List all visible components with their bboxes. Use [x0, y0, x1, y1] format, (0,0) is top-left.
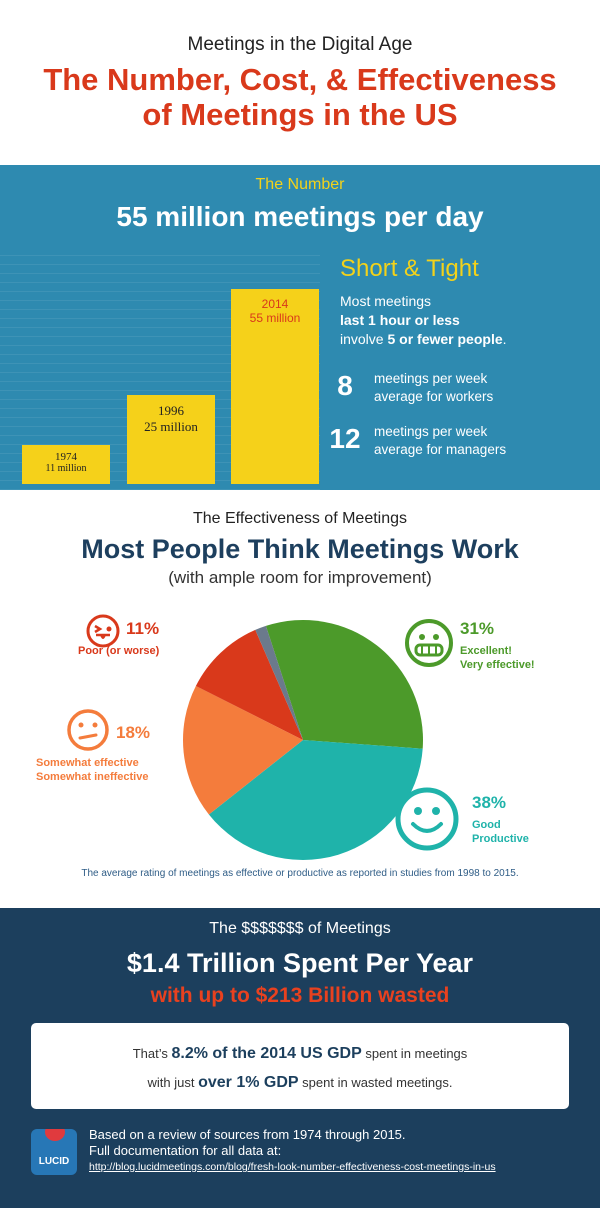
stat-line-1: meetings per week	[374, 371, 488, 386]
callout-line-2: Very effective!	[460, 659, 535, 671]
callout-line-2: Productive	[472, 833, 529, 845]
effectiveness-title: Most People Think Meetings Work	[81, 534, 519, 564]
gdp-line-2: with just over 1% GDP spent in wasted me…	[31, 1074, 569, 1092]
header-kicker: Meetings in the Digital Age	[187, 34, 413, 55]
stat-number: 12	[329, 423, 361, 454]
callout-pct: 11%	[126, 619, 160, 638]
stat-line-2: average for managers	[374, 442, 507, 457]
effectiveness-kicker: The Effectiveness of Meetings	[192, 510, 408, 527]
short-line-1: Most meetings	[340, 293, 432, 309]
short-line-3b: 5 or fewer people	[387, 331, 503, 347]
pie-slice-4	[255, 625, 303, 740]
bar-value-label: 11 million	[45, 463, 87, 474]
number-label: The Number	[255, 176, 345, 193]
gdp-line-1c: spent in meetings	[361, 1046, 468, 1061]
gdp-box: That’s 8.2% of the 2014 US GDP spent in …	[31, 1023, 569, 1109]
page-title: The Number, Cost, & Effectiveness of Mee…	[0, 62, 600, 132]
page-title-line-2: of Meetings in the US	[142, 97, 458, 132]
callout-pct: 18%	[116, 723, 151, 742]
stat-number: 8	[337, 370, 353, 401]
stat-line-1: meetings per week	[374, 424, 488, 439]
cost-kicker: The $$$$$$$ of Meetings	[209, 920, 391, 937]
cost-subtitle: with up to $213 Billion wasted	[150, 984, 450, 1007]
page-title-line-1: The Number, Cost, & Effectiveness	[43, 62, 557, 97]
pie-slice-3	[195, 629, 303, 740]
sources-link[interactable]: http://blog.lucidmeetings.com/blog/fresh…	[89, 1161, 496, 1173]
effectiveness-footnote: The average rating of meetings as effect…	[81, 868, 519, 879]
short-tight-text: Most meetings last 1 hour or less involv…	[340, 292, 590, 349]
gdp-line-1a: That’s	[132, 1046, 172, 1061]
gdp-line-2b: over 1% GDP	[198, 1074, 299, 1091]
short-line-3a: involve	[340, 331, 388, 347]
short-line-3c: .	[502, 331, 507, 347]
callout-pct: 31%	[460, 619, 495, 638]
pie-slice-2	[182, 685, 303, 815]
number-section: The Number 55 million meetings per day 1…	[0, 165, 600, 490]
cost-section: The $$$$$$$ of Meetings $1.4 Trillion Sp…	[0, 908, 600, 1208]
bar-value-label: 55 million	[249, 311, 301, 325]
effectiveness-section: The Effectiveness of Meetings Most Peopl…	[0, 490, 600, 908]
callout-pct: 38%	[472, 793, 507, 812]
callout-line-2: Somewhat ineffective	[36, 771, 149, 783]
gdp-line-2a: with just	[147, 1075, 199, 1090]
gdp-line-1: That’s 8.2% of the 2014 US GDP spent in …	[31, 1045, 569, 1063]
grinning-face-icon	[405, 619, 453, 667]
logo-dot	[45, 1129, 65, 1141]
gdp-line-2c: spent in wasted meetings.	[298, 1075, 453, 1090]
callout-line-1: Somewhat effective	[36, 757, 139, 769]
stat-text: meetings per week average for managers	[374, 423, 506, 459]
sources-line-1: Based on a review of sources from 1974 t…	[89, 1127, 406, 1142]
number-headline: 55 million meetings per day	[116, 201, 484, 232]
gdp-line-1b: 8.2% of the 2014 US GDP	[171, 1045, 362, 1062]
cost-title: $1.4 Trillion Spent Per Year	[126, 948, 474, 978]
short-line-2: last 1 hour or less	[340, 312, 460, 328]
pie-chart	[182, 619, 423, 861]
bar-1974: 1974 11 million	[22, 445, 110, 484]
smiling-face-icon	[395, 787, 459, 851]
sources-line-2: Full documentation for all data at:	[89, 1143, 282, 1158]
effectiveness-subtitle: (with ample room for improvement)	[168, 568, 432, 587]
pie-slice-1	[208, 740, 423, 861]
sources-text: Based on a review of sources from 1974 t…	[89, 1127, 496, 1175]
header: Meetings in the Digital Age The Number, …	[0, 0, 600, 165]
callout-line-1: Good	[472, 819, 501, 831]
stat-managers: 12 meetings per week average for manager…	[322, 423, 592, 467]
bar-year-label: 1996	[158, 403, 184, 419]
lucid-logo: LUCID	[31, 1129, 77, 1175]
bar-year-label: 2014	[261, 297, 289, 311]
logo-text: LUCID	[38, 1156, 70, 1167]
stat-text: meetings per week average for workers	[374, 370, 493, 406]
callout-line-1: Poor (or worse)	[78, 645, 160, 657]
stat-workers: 8 meetings per week average for workers	[322, 370, 592, 414]
bar-2014: 2014 55 million	[231, 289, 319, 484]
stat-line-2: average for workers	[374, 389, 494, 404]
pie-slice-0	[265, 619, 423, 749]
callout-line-1: Excellent!	[460, 645, 512, 657]
neutral-face-icon	[67, 709, 109, 751]
bar-year-label: 1974	[55, 451, 77, 463]
bar-chart: 1974 11 million 1996 25 million 2014 55 milli…	[0, 255, 320, 490]
bar-value-label: 25 million	[144, 419, 198, 435]
bar-1996: 1996 25 million	[127, 395, 215, 484]
tongue-out-face-icon	[86, 614, 120, 648]
short-tight-title: Short & Tight	[340, 255, 479, 282]
